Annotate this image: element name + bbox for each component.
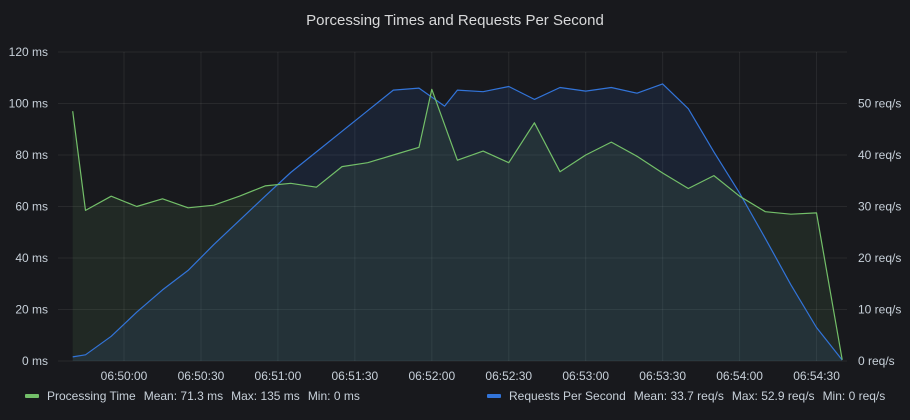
series-lines bbox=[72, 83, 843, 361]
y-left-tick-label: 0 ms bbox=[22, 354, 48, 368]
legend-max: 52.9 req/s bbox=[761, 389, 815, 403]
legend-item-requests-per-second[interactable]: Requests Per Second Mean: 33.7 req/s Max… bbox=[487, 389, 893, 403]
x-tick-label: 06:53:00 bbox=[562, 369, 609, 383]
series-area-requests-per-second bbox=[72, 83, 843, 362]
legend-max-label: Max: bbox=[231, 389, 258, 403]
legend-min-label: Min: bbox=[822, 389, 846, 403]
series-line-processing-time[interactable] bbox=[72, 88, 843, 360]
x-tick-label: 06:53:30 bbox=[639, 369, 686, 383]
legend-mean-label: Mean: bbox=[633, 389, 668, 403]
y-left-tick-label: 80 ms bbox=[15, 148, 48, 162]
legend-min: 0 req/s bbox=[848, 389, 886, 403]
legend-swatch bbox=[25, 394, 39, 398]
series-line-requests-per-second[interactable] bbox=[72, 83, 843, 361]
chart-title: Porcessing Times and Requests Per Second bbox=[306, 12, 604, 29]
y-left-tick-label: 100 ms bbox=[9, 97, 48, 111]
legend-mean-label: Mean: bbox=[143, 389, 178, 403]
series-areas bbox=[72, 83, 843, 362]
x-tick-label: 06:50:30 bbox=[178, 369, 225, 383]
y-right-tick-label: 40 req/s bbox=[858, 148, 901, 162]
y-left-tick-label: 60 ms bbox=[15, 200, 48, 214]
legend-series-name: Processing Time bbox=[47, 389, 136, 403]
x-tick-label: 06:52:00 bbox=[408, 369, 455, 383]
y-right-tick-label: 0 req/s bbox=[858, 354, 895, 368]
legend-mean: 33.7 req/s bbox=[670, 389, 724, 403]
x-tick-label: 06:54:00 bbox=[716, 369, 763, 383]
legend-max: 135 ms bbox=[260, 389, 300, 403]
y-right-tick-label: 50 req/s bbox=[858, 97, 901, 111]
x-tick-label: 06:54:30 bbox=[793, 369, 840, 383]
y-axis-right: 0 req/s 10 req/s 20 req/s 30 req/s 40 req/s 5… bbox=[858, 97, 901, 369]
x-tick-label: 06:52:30 bbox=[485, 369, 532, 383]
y-right-tick-label: 30 req/s bbox=[858, 200, 901, 214]
x-tick-label: 06:51:30 bbox=[331, 369, 378, 383]
legend-min: 0 ms bbox=[333, 389, 360, 403]
y-right-tick-label: 10 req/s bbox=[858, 303, 901, 317]
x-tick-label: 06:50:00 bbox=[101, 369, 148, 383]
legend-swatch bbox=[487, 394, 501, 398]
y-axis-left: 0 ms 20 ms 40 ms 60 ms 80 ms 100 ms 120 ms bbox=[9, 45, 48, 368]
y-left-tick-label: 40 ms bbox=[15, 251, 48, 265]
y-left-tick-label: 20 ms bbox=[15, 303, 48, 317]
y-left-tick-label: 120 ms bbox=[9, 45, 48, 59]
legend-series-name: Requests Per Second bbox=[509, 389, 626, 403]
legend-max-label: Max: bbox=[731, 389, 758, 403]
series-area-processing-time bbox=[72, 89, 843, 362]
x-axis: 06:50:00 06:50:30 06:51:00 06:51:30 06:52:00… bbox=[101, 369, 841, 383]
x-tick-label: 06:51:00 bbox=[255, 369, 302, 383]
legend-min-label: Min: bbox=[307, 389, 331, 403]
legend-mean: 71.3 ms bbox=[180, 389, 224, 403]
legend-item-processing-time[interactable]: Processing Time Mean: 71.3 ms Max: 135 m… bbox=[25, 389, 368, 403]
y-right-tick-label: 20 req/s bbox=[858, 251, 901, 265]
